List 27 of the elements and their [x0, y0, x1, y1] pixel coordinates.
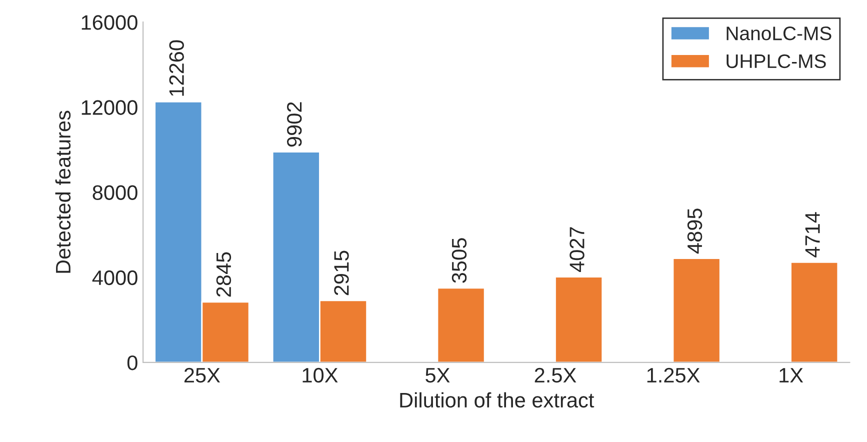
y-tick-label: 12000 [82, 100, 138, 115]
data-label: 4714 [805, 212, 820, 258]
data-label: 12260 [169, 40, 184, 96]
legend-label: UHPLC-MS [726, 54, 826, 68]
data-label: 3505 [452, 238, 467, 283]
bar [672, 258, 721, 362]
data-label: 4895 [687, 208, 702, 254]
bar [436, 287, 486, 362]
bar [790, 261, 839, 362]
x-axis-title: Dilution of the extract [400, 392, 594, 408]
x-tick-label: 1.25X [647, 368, 700, 383]
y-tick-label: 0 [127, 355, 138, 370]
data-label: 2915 [334, 250, 349, 296]
data-label: 2845 [216, 252, 232, 297]
x-tick-label: 5X [426, 368, 450, 383]
data-label: 4027 [570, 227, 584, 272]
y-tick-label: 8000 [92, 185, 138, 200]
legend-label: NanoLC-MS [726, 26, 832, 40]
y-tick-label: 4000 [92, 270, 138, 286]
data-label: 9902 [286, 102, 302, 147]
x-tick-label: 10X [302, 368, 338, 383]
bar [554, 276, 604, 362]
y-axis-title: Detected features [55, 110, 71, 273]
y-tick-label: 16000 [82, 15, 138, 30]
x-tick-label: 2.5X [534, 368, 576, 383]
x-tick-label: 1X [780, 368, 804, 382]
x-tick-label: 25X [184, 368, 220, 383]
